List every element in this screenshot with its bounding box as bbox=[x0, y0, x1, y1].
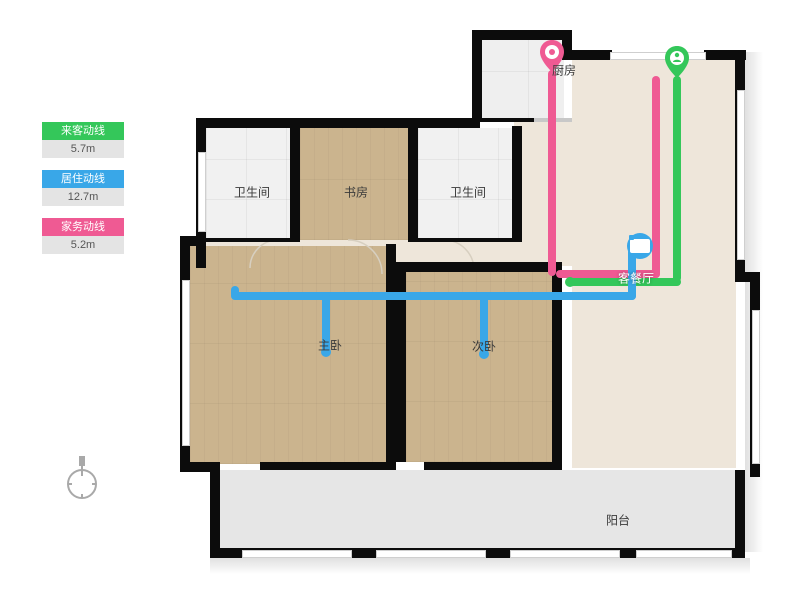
wall-segment bbox=[472, 118, 534, 122]
legend-guest-label: 来客动线 bbox=[42, 122, 124, 140]
wall-segment bbox=[735, 470, 745, 558]
wall-segment bbox=[386, 244, 396, 462]
legend-chore-value: 5.2m bbox=[42, 236, 124, 254]
guest-end-dot bbox=[565, 277, 575, 287]
wall-segment bbox=[424, 462, 562, 470]
room-master bbox=[190, 246, 388, 464]
path-guest-segment bbox=[673, 76, 681, 282]
wall-segment bbox=[196, 238, 300, 242]
path-chore-segment bbox=[652, 76, 660, 278]
living-extension bbox=[514, 122, 574, 266]
window bbox=[242, 550, 352, 558]
legend-item-living: 居住动线 12.7m bbox=[42, 170, 124, 206]
compass-north-icon bbox=[62, 452, 102, 502]
legend-item-chore: 家务动线 5.2m bbox=[42, 218, 124, 254]
wall-segment bbox=[472, 30, 482, 122]
window bbox=[610, 52, 706, 60]
label-kitchen: 厨房 bbox=[552, 62, 576, 79]
guest-start-pin-icon bbox=[665, 46, 689, 78]
wall-segment bbox=[196, 118, 480, 128]
legend-item-guest: 来客动线 5.7m bbox=[42, 122, 124, 158]
wall-segment bbox=[408, 126, 418, 242]
legend: 来客动线 5.7m 居住动线 12.7m 家务动线 5.2m bbox=[42, 122, 124, 266]
wall-segment bbox=[210, 470, 220, 558]
room-balcony bbox=[220, 470, 736, 550]
wall-segment bbox=[512, 126, 522, 242]
wall-segment bbox=[260, 462, 396, 470]
window bbox=[737, 90, 745, 260]
window bbox=[182, 280, 190, 446]
label-master: 主卧 bbox=[318, 337, 342, 354]
path-living-segment bbox=[231, 292, 636, 300]
legend-guest-value: 5.7m bbox=[42, 140, 124, 158]
wall-segment bbox=[408, 238, 522, 242]
label-bath-right: 卫生间 bbox=[450, 184, 486, 201]
window bbox=[636, 550, 732, 558]
window bbox=[510, 550, 620, 558]
wall-segment bbox=[472, 30, 572, 40]
plan-shadow-bottom bbox=[210, 558, 750, 574]
wall-segment bbox=[396, 262, 562, 272]
window bbox=[376, 550, 486, 558]
label-bath-left: 卫生间 bbox=[234, 184, 270, 201]
wall-segment bbox=[572, 50, 612, 60]
label-study: 书房 bbox=[344, 184, 368, 201]
legend-living-value: 12.7m bbox=[42, 188, 124, 206]
path-chore-segment bbox=[548, 70, 556, 276]
label-balcony: 阳台 bbox=[606, 512, 630, 529]
label-living: 客餐厅 bbox=[618, 270, 654, 287]
legend-living-label: 居住动线 bbox=[42, 170, 124, 188]
window bbox=[752, 310, 760, 464]
floorplan: 厨房 卫生间 书房 卫生间 客餐厅 主卧 次卧 阳台 bbox=[180, 30, 760, 585]
path-living-segment bbox=[231, 286, 239, 298]
wall-segment bbox=[290, 126, 300, 242]
window bbox=[198, 152, 206, 232]
legend-chore-label: 家务动线 bbox=[42, 218, 124, 236]
living-start-bed-icon bbox=[627, 233, 653, 259]
label-second: 次卧 bbox=[472, 338, 496, 355]
